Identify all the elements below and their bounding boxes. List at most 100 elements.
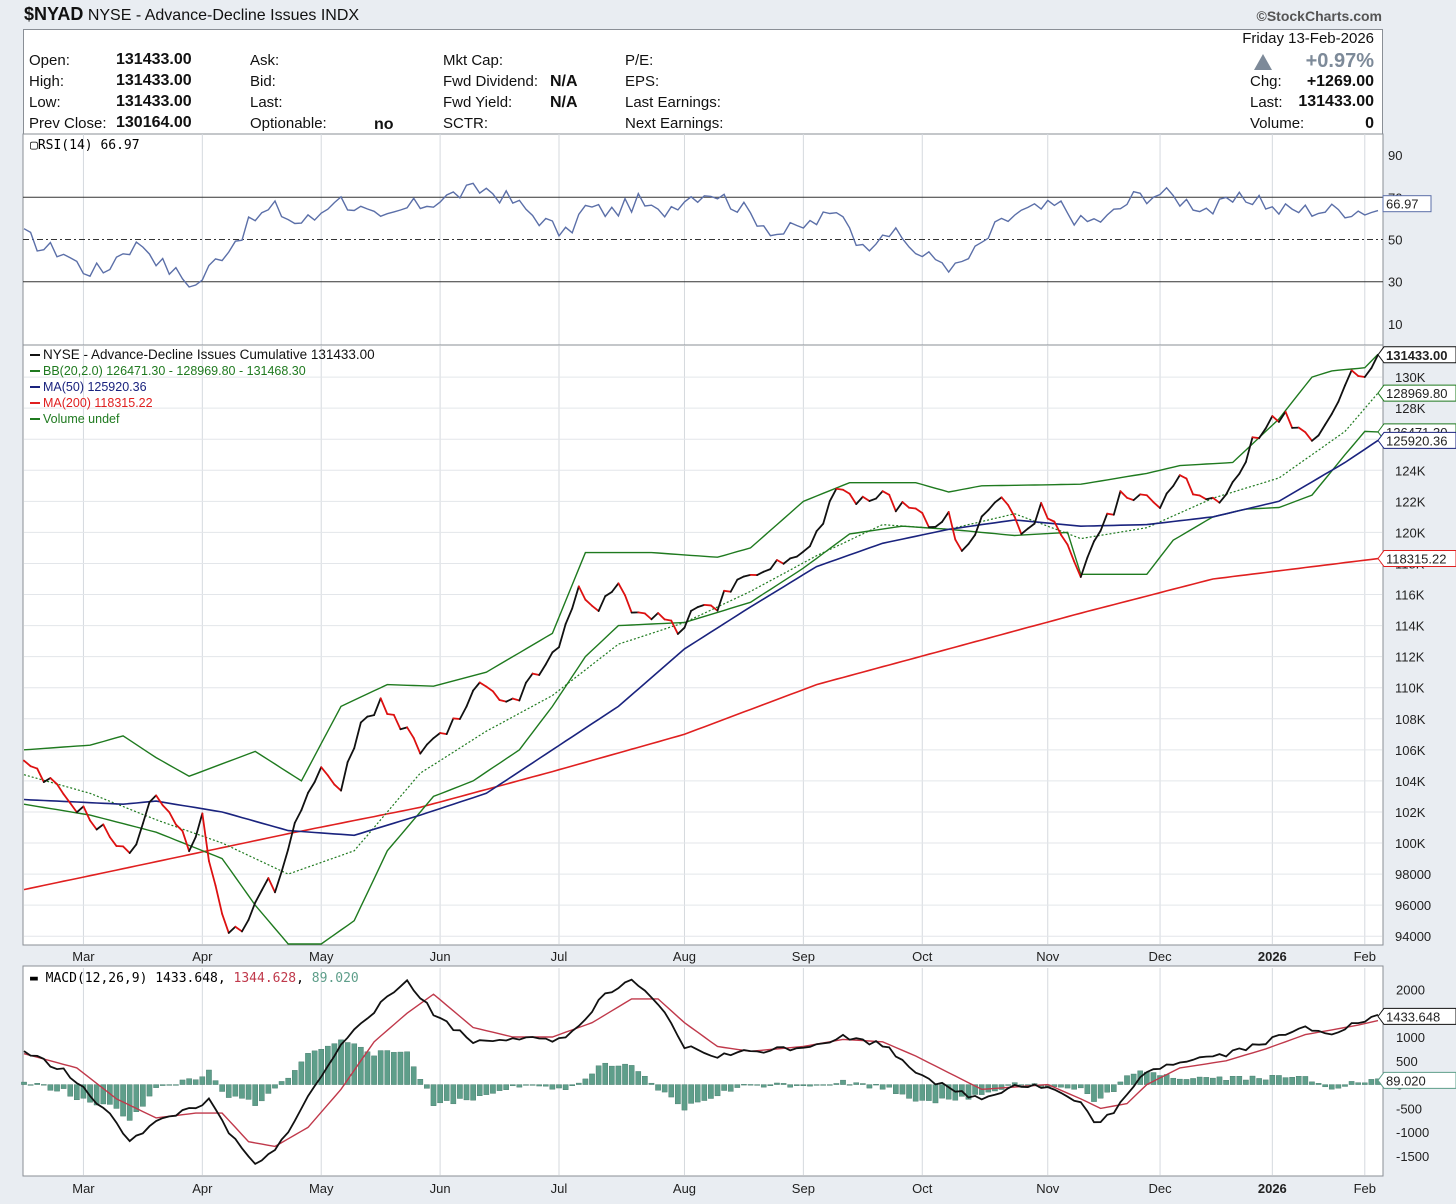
open-value: 131433.00	[116, 51, 192, 68]
price-segment	[379, 697, 389, 715]
price-segment	[1152, 501, 1161, 509]
price-segment	[1211, 496, 1221, 504]
macd-hist-bar	[516, 1084, 523, 1088]
macd-hist-bar	[219, 1084, 225, 1092]
macd-hist-bar	[853, 1082, 860, 1085]
price-segment	[181, 830, 191, 853]
rsi-ytick-10: 10	[1388, 317, 1402, 332]
price-segment	[386, 713, 395, 716]
chg-label: Chg:	[1250, 73, 1282, 90]
price-segment	[478, 681, 488, 688]
macd-ytick: 500	[1396, 1054, 1418, 1069]
macd-hist-bar	[1216, 1076, 1223, 1085]
price-segment	[1119, 490, 1128, 499]
price-segment	[194, 812, 204, 838]
macd-hist-bar	[714, 1084, 721, 1097]
macd-hist-bar	[1077, 1084, 1084, 1089]
price-segment	[861, 495, 871, 502]
macd-hist-bar	[569, 1084, 576, 1086]
macd-hist-bar	[371, 1055, 377, 1085]
legend-entry-3: MA(200) 118315.22	[43, 396, 153, 410]
price-segment	[610, 582, 620, 593]
macd-hist-bar	[1256, 1078, 1262, 1085]
macd-hist-bar	[430, 1084, 437, 1106]
price-segment	[729, 578, 739, 593]
price-segment	[432, 732, 442, 740]
macd-hist-bar	[793, 1084, 800, 1086]
price-segment	[227, 925, 237, 934]
macd-hist-bar	[932, 1084, 939, 1104]
macd-hist-bar	[1276, 1075, 1282, 1085]
macd-hist-bar	[701, 1084, 708, 1101]
price-segment	[974, 515, 983, 536]
price-segment	[208, 860, 217, 887]
macd-hist-bar	[199, 1076, 206, 1085]
macd-hist-bar	[93, 1084, 100, 1106]
price-segment	[518, 681, 527, 702]
price-segment	[333, 783, 342, 792]
macd-hist-bar	[120, 1084, 126, 1117]
symbol-description: NYSE - Advance-Decline Issues	[87, 7, 317, 24]
xaxis-bottom-Mar: Mar	[72, 1181, 95, 1196]
price-segment	[1192, 493, 1201, 497]
price-segment	[1145, 494, 1155, 504]
macd-hist-bar	[595, 1065, 602, 1085]
price-segment	[947, 511, 957, 541]
price-segment	[439, 732, 448, 735]
price-segment	[485, 685, 494, 693]
bb-mid-last-label: 128969.80	[1386, 386, 1447, 401]
macd-hist-bar	[1196, 1076, 1203, 1085]
macd-hist-bar	[919, 1084, 926, 1101]
macd-hist-bar	[734, 1084, 741, 1088]
price-segment	[848, 492, 858, 505]
price-segment	[637, 611, 646, 615]
macd-hist-bar	[1097, 1084, 1104, 1099]
price-segment	[313, 766, 323, 783]
price-segment	[941, 511, 950, 523]
lastearn-label: Last Earnings:	[625, 94, 721, 111]
macd-hist-bar	[1018, 1084, 1025, 1086]
chart-title: $NYAD NYSE - Advance-Decline Issues INDX	[24, 4, 359, 25]
price-segment	[1205, 496, 1214, 501]
up-triangle-icon	[1254, 54, 1272, 70]
lastval-value: 131433.00	[1298, 93, 1374, 110]
macd-hist-bar	[496, 1084, 503, 1091]
macd-hist-bar	[1269, 1075, 1276, 1085]
macd-hist-bar	[556, 1084, 562, 1089]
volume-label: Volume:	[1250, 115, 1305, 132]
macd-hist-bar	[615, 1065, 622, 1085]
price-segment	[1086, 540, 1095, 559]
macd-hist-bar	[153, 1084, 159, 1088]
price-segment	[1046, 517, 1056, 523]
price-segment	[56, 783, 65, 796]
macd-hist-bar	[622, 1063, 628, 1085]
price-segment	[1007, 504, 1016, 518]
macd-hist-bar	[945, 1084, 952, 1100]
ask-label: Ask:	[250, 52, 280, 69]
macd-hist-bar	[318, 1049, 325, 1085]
macd-hist-bar	[166, 1084, 173, 1086]
price-segment	[683, 609, 692, 629]
macd-hist-bar	[576, 1082, 582, 1085]
macd-panel: 2000150010005000-500-1000-1500 1433.6488…	[21, 965, 1456, 1177]
price-segment	[1165, 485, 1175, 495]
price-segment	[1159, 492, 1168, 509]
price-segment	[36, 767, 45, 783]
fwdyield-label: Fwd Yield:	[443, 94, 513, 111]
macd-title-text: MACD(12,26,9)	[46, 971, 148, 986]
macd-hist-bar	[344, 1042, 351, 1085]
macd-hist-bar	[1348, 1081, 1355, 1085]
macd-histogram	[21, 1039, 1381, 1121]
price-segment	[795, 550, 805, 558]
macd-hist-bar	[1309, 1081, 1315, 1085]
fwddiv-value: N/A	[550, 73, 578, 90]
macd-hist-bar	[833, 1083, 840, 1085]
macd-hist-bar	[708, 1084, 714, 1099]
price-segment	[1238, 461, 1247, 475]
macd-hist-bar	[866, 1084, 873, 1089]
price-segment	[326, 774, 336, 786]
price-segment	[188, 836, 197, 853]
xaxis-top-Dec: Dec	[1148, 949, 1172, 964]
macd-grid	[82, 968, 1366, 1175]
price-segment	[293, 809, 303, 824]
